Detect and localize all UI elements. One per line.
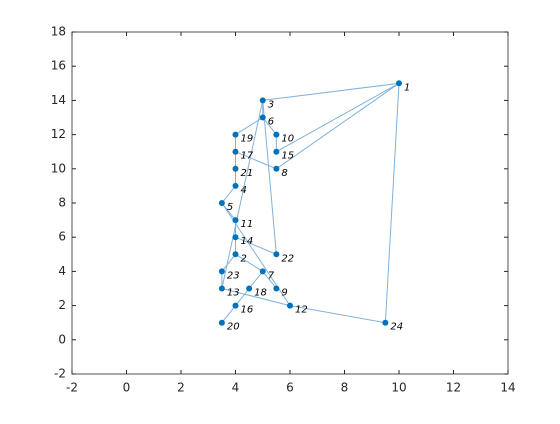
node: [218, 268, 225, 275]
x-tick-label: 0: [123, 381, 131, 395]
node: [218, 285, 225, 292]
node-label: 24: [390, 322, 403, 333]
x-tick-label: 6: [286, 381, 294, 395]
edge: [276, 82, 400, 170]
node: [246, 285, 253, 292]
node-label: 17: [241, 151, 254, 162]
edge: [235, 253, 264, 272]
x-tick-label: 10: [391, 381, 406, 395]
node-label: 12: [295, 305, 308, 316]
node-label: 13: [227, 288, 240, 299]
edge: [221, 305, 236, 324]
x-tick-label: 12: [446, 381, 461, 395]
node-label: 1: [404, 82, 410, 93]
node-label: 7: [268, 270, 275, 281]
node-label: 16: [241, 305, 254, 316]
y-tick-label: 2: [58, 298, 66, 312]
node: [232, 217, 239, 224]
node: [232, 148, 239, 155]
edge: [289, 305, 386, 324]
node: [232, 251, 239, 258]
edge: [384, 83, 400, 323]
node-label: 21: [241, 168, 254, 179]
edge: [262, 117, 277, 135]
node: [273, 131, 280, 138]
edge: [262, 271, 277, 289]
node-label: 8: [281, 168, 287, 179]
edge: [276, 82, 400, 153]
node-label: 11: [241, 219, 254, 230]
node-label: 18: [254, 288, 267, 299]
edge: [262, 100, 277, 255]
x-tick-label: 4: [232, 381, 240, 395]
edge: [221, 185, 236, 204]
y-tick-label: 16: [51, 59, 66, 73]
node: [232, 234, 239, 241]
edge: [248, 271, 264, 289]
y-tick-label: 10: [51, 161, 66, 175]
node: [382, 319, 389, 326]
node-label: 10: [281, 134, 294, 145]
node: [232, 302, 239, 309]
node: [232, 182, 239, 189]
y-tick-label: 12: [51, 127, 66, 141]
x-tick-label: 8: [341, 381, 349, 395]
node: [218, 200, 225, 206]
node: [273, 251, 280, 258]
y-tick-label: 6: [58, 230, 66, 244]
node-label: 2: [241, 253, 247, 264]
node-label: 4: [241, 185, 247, 196]
edge: [235, 288, 250, 306]
edge: [221, 288, 291, 307]
node-label: 6: [268, 117, 274, 128]
x-tick-label: 2: [177, 381, 185, 395]
node-label: 14: [241, 236, 254, 247]
node-label: 3: [268, 99, 274, 110]
edge: [235, 236, 277, 255]
node-label: 22: [281, 253, 294, 264]
node: [273, 285, 280, 292]
node: [287, 302, 293, 309]
x-tick-label: 14: [500, 381, 515, 395]
node: [259, 268, 266, 275]
y-tick-label: 4: [58, 264, 66, 278]
y-tick-label: 14: [51, 93, 66, 107]
node-label: 15: [281, 151, 294, 162]
x-tick-label: -2: [66, 381, 78, 395]
node: [232, 131, 239, 138]
node: [396, 80, 402, 87]
edge: [221, 253, 236, 272]
edge: [221, 100, 264, 289]
node: [232, 165, 239, 172]
y-tick-label: 8: [58, 196, 66, 210]
node: [259, 97, 266, 104]
edge: [262, 82, 400, 101]
node-label: 19: [241, 134, 254, 145]
node-label: 9: [281, 288, 287, 299]
node: [273, 165, 280, 172]
node: [218, 319, 225, 326]
y-tick-label: -2: [54, 367, 66, 381]
node-label: 23: [227, 270, 240, 281]
node-label: 20: [227, 322, 240, 333]
node-label: 5: [227, 202, 233, 213]
y-tick-label: 18: [51, 25, 66, 39]
node: [273, 148, 280, 155]
y-tick-label: 0: [58, 332, 66, 346]
node: [259, 114, 266, 121]
edge: [235, 151, 277, 170]
